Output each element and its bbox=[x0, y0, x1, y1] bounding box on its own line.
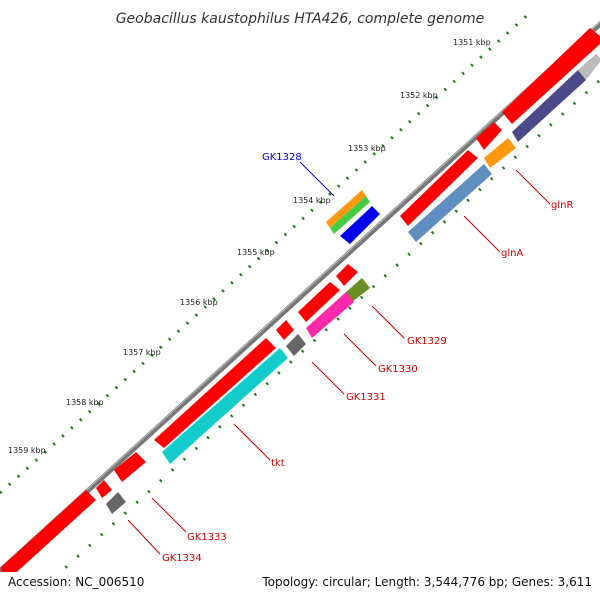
gene-GK1328-blue[interactable] bbox=[340, 206, 380, 244]
gene-fwd-1353[interactable] bbox=[476, 122, 502, 150]
gene-tkt[interactable] bbox=[162, 348, 288, 464]
gene-glnR-fwd[interactable] bbox=[502, 28, 600, 124]
kbp-tick-1355: 1355 kbp bbox=[237, 248, 275, 257]
gene-labels: glnR glnA GK1328 GK1329 GK1330 GK1331 tk… bbox=[162, 152, 573, 564]
gene-GK1329-fwd[interactable] bbox=[336, 264, 358, 286]
kbp-tick-1356: 1356 kbp bbox=[180, 298, 218, 307]
footer-accession: Accession: NC_006510 bbox=[8, 575, 144, 589]
gene-glnA[interactable] bbox=[408, 164, 492, 242]
gene-fwd-edge[interactable] bbox=[0, 490, 96, 580]
gene-GK1329[interactable] bbox=[346, 278, 370, 302]
connector-GK1334 bbox=[127, 519, 161, 555]
gene-GK1331[interactable] bbox=[286, 334, 306, 356]
genome-backbone-highlight bbox=[0, 21, 600, 570]
gene-GK1328-green[interactable] bbox=[330, 196, 370, 234]
gene-GK1330-fwd[interactable] bbox=[298, 282, 340, 322]
label-GK1328[interactable]: GK1328 bbox=[262, 152, 302, 163]
footer-summary: Topology: circular; Length: 3,544,776 bp… bbox=[261, 575, 592, 589]
connector-GK1331 bbox=[311, 361, 345, 395]
label-GK1330[interactable]: GK1330 bbox=[378, 364, 418, 375]
connector-GK1328 bbox=[299, 161, 335, 197]
connector-tkt bbox=[233, 423, 271, 461]
reverse-genes bbox=[106, 54, 600, 514]
gene-GK1328-orange[interactable] bbox=[326, 190, 366, 228]
connector-GK1330 bbox=[343, 333, 377, 367]
kbp-tick-1354: 1354 kbp bbox=[293, 196, 331, 205]
connector-glnR bbox=[515, 169, 551, 205]
label-glnA[interactable]: glnA bbox=[501, 248, 523, 259]
label-GK1331[interactable]: GK1331 bbox=[346, 392, 386, 403]
gene-orange-1353[interactable] bbox=[484, 138, 516, 168]
inner-tick-ring bbox=[28, 78, 600, 600]
label-GK1334[interactable]: GK1334 bbox=[162, 553, 202, 564]
label-GK1329[interactable]: GK1329 bbox=[407, 336, 447, 347]
gene-GK1334-fwd[interactable] bbox=[96, 480, 112, 498]
label-connectors bbox=[127, 169, 551, 555]
kbp-tick-1357: 1357 kbp bbox=[123, 348, 161, 357]
gene-cluster-GK1328 bbox=[326, 190, 380, 244]
kbp-tick-1353: 1353 kbp bbox=[348, 144, 386, 153]
gene-GK1333-fwd[interactable] bbox=[114, 452, 146, 482]
kbp-tick-1358: 1358 kbp bbox=[66, 398, 104, 407]
gene-glnR-light[interactable] bbox=[578, 54, 600, 80]
connector-glnA bbox=[463, 215, 501, 253]
label-glnR[interactable]: glnR bbox=[551, 200, 573, 211]
gene-tkt-fwd[interactable] bbox=[154, 338, 276, 448]
label-tkt[interactable]: tkt bbox=[271, 458, 285, 469]
gene-glnR[interactable] bbox=[512, 70, 586, 142]
label-GK1333[interactable]: GK1333 bbox=[187, 532, 227, 543]
gene-GK1330[interactable] bbox=[306, 292, 354, 338]
connector-GK1333 bbox=[151, 497, 187, 533]
connector-GK1329 bbox=[371, 305, 405, 339]
kbp-ticks: 1351 kbp 1352 kbp 1353 kbp 1354 kbp 1355… bbox=[8, 38, 491, 455]
gene-glnA-fwd[interactable] bbox=[400, 150, 478, 226]
kbp-tick-1352: 1352 kbp bbox=[400, 91, 438, 100]
gene-GK1331-fwd[interactable] bbox=[276, 320, 294, 340]
footer-bar bbox=[0, 572, 600, 600]
gene-GK1333[interactable] bbox=[106, 492, 126, 514]
kbp-tick-1359: 1359 kbp bbox=[8, 446, 46, 455]
kbp-tick-1351: 1351 kbp bbox=[453, 38, 491, 47]
forward-genes bbox=[0, 28, 600, 580]
map-title: Geobacillus kaustophilus HTA426, complet… bbox=[116, 11, 485, 27]
